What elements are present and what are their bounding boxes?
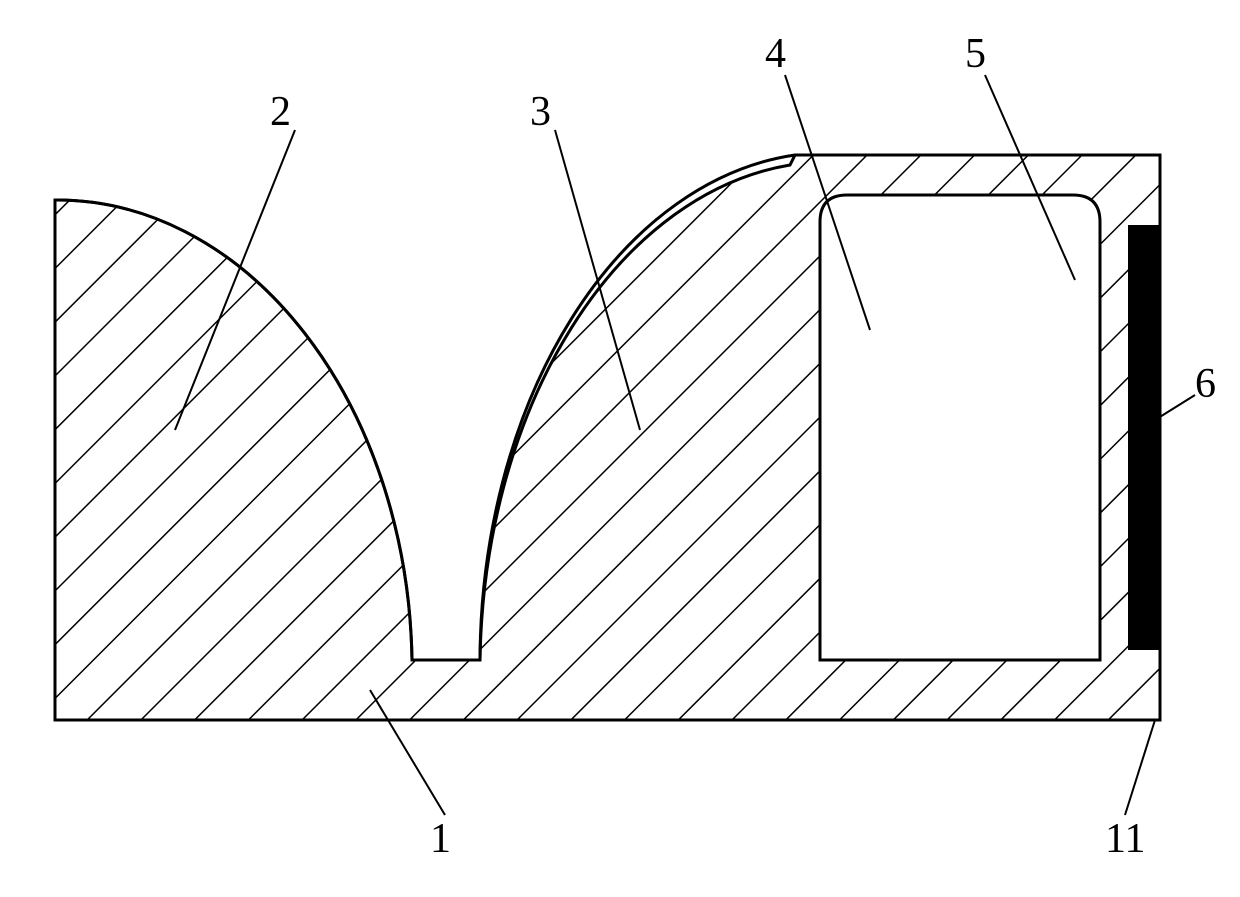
label-2: 2 [270,88,291,136]
solid-bar [1128,225,1160,650]
hatched-body [55,155,1160,720]
label-6: 6 [1195,360,1216,408]
label-3: 3 [530,88,551,136]
label-5: 5 [965,30,986,78]
label-11: 11 [1105,815,1145,863]
cross-section-svg [0,0,1240,892]
leader-11 [1125,720,1155,815]
label-1: 1 [430,815,451,863]
diagram-container: 1 2 3 4 5 6 11 [0,0,1240,892]
label-4: 4 [765,30,786,78]
